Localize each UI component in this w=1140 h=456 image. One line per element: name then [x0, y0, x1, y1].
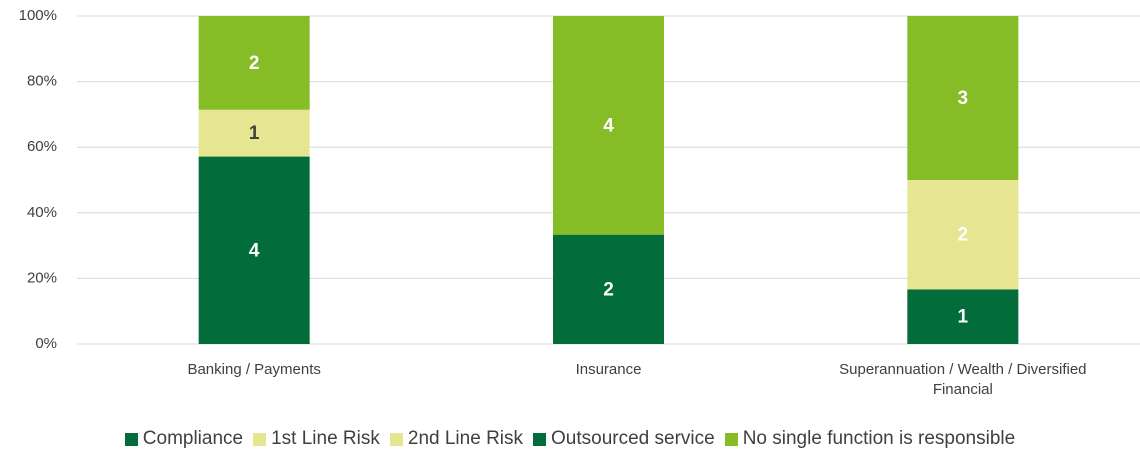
x-tick-label: Insurance	[575, 361, 642, 378]
legend-label: No single function is responsible	[742, 428, 1016, 449]
y-tick-label: 20%	[27, 269, 57, 286]
bar-segment	[553, 16, 664, 235]
legend-label: Outsourced service	[551, 428, 715, 449]
bar-segment	[198, 16, 310, 110]
bar-segment	[907, 16, 1019, 180]
data-label: 1	[249, 123, 260, 144]
legend-swatch	[253, 432, 267, 446]
bar-segment	[553, 234, 664, 344]
legend-item: No single function is responsible	[724, 428, 1016, 450]
legend-swatch	[533, 432, 547, 446]
y-tick-label: 40%	[27, 204, 57, 221]
legend-label: 2nd Line Risk	[407, 428, 524, 449]
bar-segment	[907, 289, 1019, 344]
legend-swatch	[124, 432, 138, 446]
y-tick-label: 60%	[27, 138, 57, 155]
data-label: 2	[603, 279, 614, 300]
legend: Compliance 1st Line Risk 2nd Line Risk Outs…	[0, 428, 1140, 450]
data-label: 2	[249, 53, 260, 74]
legend-swatch	[389, 432, 403, 446]
data-label: 1	[958, 307, 969, 328]
y-tick-label: 100%	[19, 7, 57, 24]
legend-item: 1st Line Risk	[253, 428, 380, 450]
y-tick-label: 80%	[27, 73, 57, 90]
legend-item: Outsourced service	[533, 428, 715, 450]
legend-item: 2nd Line Risk	[389, 428, 524, 450]
data-label: 4	[603, 115, 614, 136]
legend-label: 1st Line Risk	[271, 428, 380, 449]
data-label: 2	[958, 225, 969, 246]
legend-swatch	[724, 432, 738, 446]
x-tick-label: Superannuation / Wealth / Diversified Fi…	[839, 361, 1087, 398]
data-label: 4	[249, 240, 260, 261]
legend-label: Compliance	[142, 428, 244, 449]
bar-segment	[198, 109, 310, 157]
bar-segment	[198, 156, 310, 344]
x-tick-label: Banking / Payments	[187, 361, 321, 378]
bar-segment	[907, 180, 1019, 290]
y-tick-label: 0%	[35, 335, 57, 352]
legend-item: Compliance	[124, 428, 244, 450]
data-label: 3	[958, 88, 969, 109]
